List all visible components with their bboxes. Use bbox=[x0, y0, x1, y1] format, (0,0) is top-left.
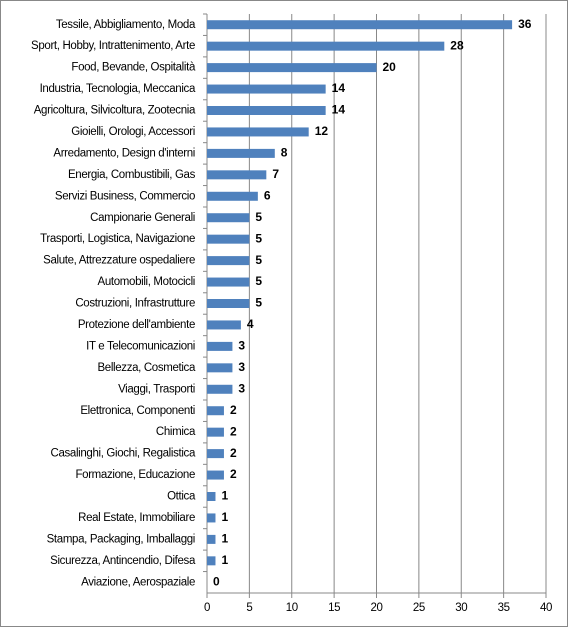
y-tick-label: Tessile, Abbigliamento, Moda bbox=[56, 19, 196, 31]
bar bbox=[207, 320, 241, 330]
y-tick-label: Ottica bbox=[167, 491, 196, 503]
y-tick-label: Energia, Combustibili, Gas bbox=[68, 169, 196, 181]
value-label: 5 bbox=[255, 253, 262, 267]
y-tick-label: Trasporti, Logistica, Navigazione bbox=[40, 233, 195, 245]
bar bbox=[207, 234, 250, 244]
y-tick-label: Servizi Business, Commercio bbox=[55, 190, 195, 202]
value-label: 2 bbox=[230, 403, 237, 417]
value-label: 5 bbox=[255, 210, 262, 224]
y-tick-label: Food, Bevande, Ospitalità bbox=[71, 62, 196, 74]
y-tick-label: Stampa, Packaging, Imballaggi bbox=[47, 533, 195, 545]
y-tick-label: Industria, Tecnologia, Meccanica bbox=[40, 83, 196, 95]
y-tick-label: Aviazione, Aerospaziale bbox=[81, 576, 195, 588]
value-label: 3 bbox=[238, 339, 245, 353]
value-label: 8 bbox=[281, 146, 288, 160]
y-tick-label: Elettronica, Componenti bbox=[80, 405, 195, 417]
bar bbox=[207, 20, 513, 30]
x-tick-label: 20 bbox=[370, 602, 382, 614]
value-label: 12 bbox=[315, 124, 329, 138]
value-label: 3 bbox=[238, 360, 245, 374]
bar bbox=[207, 63, 377, 73]
bar bbox=[207, 213, 250, 223]
value-label: 7 bbox=[272, 167, 279, 181]
y-tick-label: Protezione dell'ambiente bbox=[78, 319, 195, 331]
x-tick-label: 0 bbox=[204, 602, 210, 614]
bar bbox=[207, 148, 275, 158]
bar bbox=[207, 406, 224, 416]
x-tick-label: 5 bbox=[246, 602, 252, 614]
y-tick-label: Gioielli, Orologi, Accessori bbox=[71, 126, 195, 138]
bar bbox=[207, 277, 250, 287]
bar bbox=[207, 41, 445, 51]
bar bbox=[207, 84, 326, 94]
value-label: 5 bbox=[255, 274, 262, 288]
x-tick-label: 10 bbox=[286, 602, 298, 614]
value-label: 1 bbox=[221, 553, 228, 567]
x-tick-label: 30 bbox=[455, 602, 467, 614]
y-tick-label: Sport, Hobby, Intrattenimento, Arte bbox=[31, 40, 195, 52]
value-label: 5 bbox=[255, 296, 262, 310]
value-label: 1 bbox=[221, 532, 228, 546]
y-tick-label: Salute, Attrezzature ospedaliere bbox=[43, 255, 195, 267]
y-tick-label: Formazione, Educazione bbox=[75, 469, 195, 481]
value-label: 2 bbox=[230, 467, 237, 481]
bar bbox=[207, 127, 309, 137]
x-tick-label: 25 bbox=[413, 602, 425, 614]
bar bbox=[207, 106, 326, 115]
value-label: 3 bbox=[238, 381, 245, 395]
bar bbox=[207, 256, 250, 266]
y-tick-label: Agricoltura, Silvicoltura, Zootecnia bbox=[34, 105, 196, 117]
value-label: 1 bbox=[221, 510, 228, 524]
y-tick-label: Viaggi, Trasporti bbox=[118, 383, 195, 395]
value-label: 20 bbox=[383, 60, 397, 74]
bar bbox=[207, 191, 258, 201]
bar bbox=[207, 492, 216, 501]
value-label: 36 bbox=[518, 17, 532, 31]
bar bbox=[207, 170, 267, 180]
value-label: 6 bbox=[264, 188, 271, 202]
x-tick-label: 15 bbox=[328, 602, 340, 614]
y-tick-label: Automobili, Motocicli bbox=[98, 276, 195, 288]
bar bbox=[207, 363, 233, 373]
y-tick-label: Sicurezza, Antincendio, Difesa bbox=[50, 555, 196, 567]
x-tick-label: 35 bbox=[498, 602, 510, 614]
bar bbox=[207, 513, 216, 523]
bar bbox=[207, 556, 216, 566]
y-tick-label: Real Estate, Immobiliare bbox=[78, 512, 195, 524]
bar bbox=[207, 449, 224, 459]
y-tick-label: Campionarie Generali bbox=[90, 212, 195, 224]
y-tick-label: Chimica bbox=[156, 426, 196, 438]
value-label: 4 bbox=[247, 317, 254, 331]
bar bbox=[207, 384, 233, 394]
bar bbox=[207, 470, 224, 480]
value-label: 1 bbox=[221, 489, 228, 503]
y-tick-label: IT e Telecomunicazioni bbox=[86, 340, 195, 352]
y-tick-label: Casalinghi, Giochi, Regalistica bbox=[51, 448, 196, 460]
value-label: 28 bbox=[450, 38, 464, 52]
value-label: 14 bbox=[332, 103, 346, 117]
y-tick-label: Arredamento, Design d'interni bbox=[53, 147, 195, 159]
bar bbox=[207, 341, 233, 351]
value-label: 5 bbox=[255, 231, 262, 245]
x-tick-label: 40 bbox=[540, 602, 552, 614]
y-tick-label: Bellezza, Cosmetica bbox=[97, 362, 195, 374]
y-tick-label: Costruzioni, Infrastrutture bbox=[75, 298, 195, 310]
bar bbox=[207, 299, 250, 308]
bar bbox=[207, 534, 216, 544]
value-label: 14 bbox=[332, 81, 346, 95]
value-label: 2 bbox=[230, 424, 237, 438]
value-label: 2 bbox=[230, 446, 237, 460]
value-label: 0 bbox=[213, 574, 220, 588]
bar bbox=[207, 427, 224, 437]
